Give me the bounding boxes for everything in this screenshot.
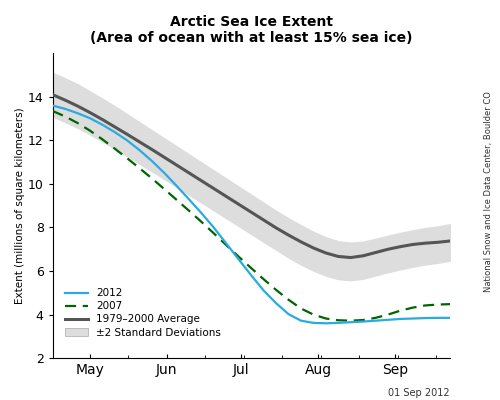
Text: National Snow and Ice Data Center, Boulder CO: National Snow and Ice Data Center, Bould… bbox=[484, 92, 492, 292]
Title: Arctic Sea Ice Extent
(Area of ocean with at least 15% sea ice): Arctic Sea Ice Extent (Area of ocean wit… bbox=[90, 15, 412, 45]
Text: 01 Sep 2012: 01 Sep 2012 bbox=[388, 388, 450, 398]
Y-axis label: Extent (millions of square kilometers): Extent (millions of square kilometers) bbox=[15, 108, 25, 304]
Legend: 2012, 2007, 1979–2000 Average, ±2 Standard Deviations: 2012, 2007, 1979–2000 Average, ±2 Standa… bbox=[62, 285, 224, 341]
